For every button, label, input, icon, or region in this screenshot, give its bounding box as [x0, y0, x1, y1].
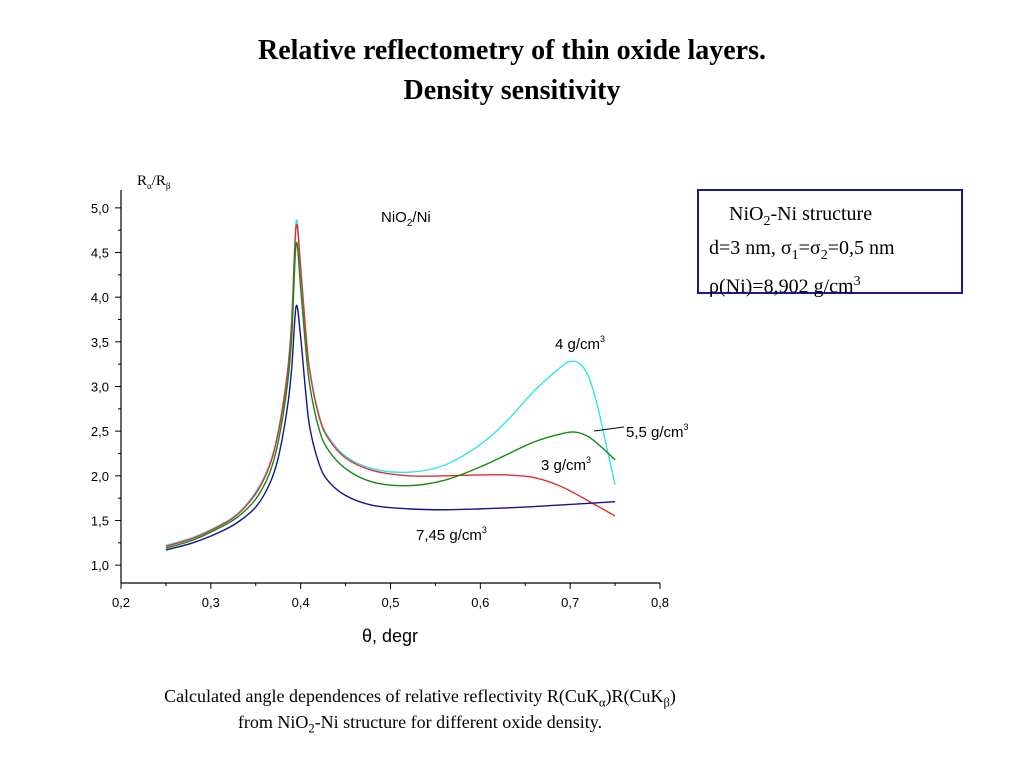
structure-info-box: NiO2-Ni structure d=3 nm, σ1=σ2=0,5 nm ρ…: [697, 189, 963, 298]
info-line-density: ρ(Ni)=8,902 g/cm3: [709, 274, 861, 298]
y-tick-label: 4,5: [91, 246, 109, 261]
series-line-2: [165, 241, 616, 549]
x-tick-label: 0,3: [202, 595, 220, 610]
info-line-structure: NiO2-Ni structure: [729, 203, 873, 229]
chart-axes: 0,2 0,3 0,4 0,5 0,6 0,7 0,8 1,0 1,5 2,0 2,5 3,0 3,5 4…: [91, 190, 669, 610]
y-tick-label: 5,0: [91, 201, 109, 216]
series-line-3: [165, 304, 616, 551]
x-tick-label: 0,8: [651, 595, 669, 610]
info-line-thickness: d=3 nm, σ1=σ2=0,5 nm: [709, 237, 895, 263]
chart-labels-layer: Rα/Rβ θ, degr NiO2/Ni 4 g/cm3 5,5 g/cm3 …: [137, 173, 689, 646]
series-label-3: 3 g/cm3: [541, 455, 591, 474]
series-label-5-5-leader: [593, 426, 625, 432]
y-tick-label: 2,5: [91, 424, 109, 439]
chart-annotation: NiO2/Ni: [381, 209, 431, 229]
series-label-7-45: 7,45 g/cm3: [416, 525, 487, 544]
slide-title-line1: Relative reflectometry of thin oxide lay…: [258, 35, 766, 66]
caption-line1: Calculated angle dependences of relative…: [164, 686, 676, 710]
y-tick-label: 3,0: [91, 380, 109, 395]
series-line-1: [165, 223, 616, 548]
y-tick-label: 4,0: [91, 290, 109, 305]
y-tick-label: 1,5: [91, 513, 109, 528]
x-tick-label: 0,4: [292, 595, 310, 610]
x-tick-label: 0,2: [112, 595, 130, 610]
series-line-0: [165, 219, 616, 547]
x-tick-label: 0,6: [471, 595, 489, 610]
y-tick-label: 1,0: [91, 558, 109, 573]
series-label-4: 4 g/cm3: [555, 334, 605, 353]
y-tick-label: 3,5: [91, 335, 109, 350]
y-axis-label: Rα/Rβ: [137, 173, 171, 191]
x-axis-label: θ, degr: [362, 626, 418, 646]
y-tick-label: 2,0: [91, 469, 109, 484]
caption-line2: from NiO2-Ni structure for different oxi…: [237, 712, 603, 736]
chart-series-layer: [165, 219, 616, 551]
x-tick-label: 0,7: [561, 595, 579, 610]
x-tick-label: 0,5: [381, 595, 399, 610]
slide-title-line2: Density sensitivity: [403, 75, 621, 106]
series-label-5-5: 5,5 g/cm3: [626, 422, 689, 441]
